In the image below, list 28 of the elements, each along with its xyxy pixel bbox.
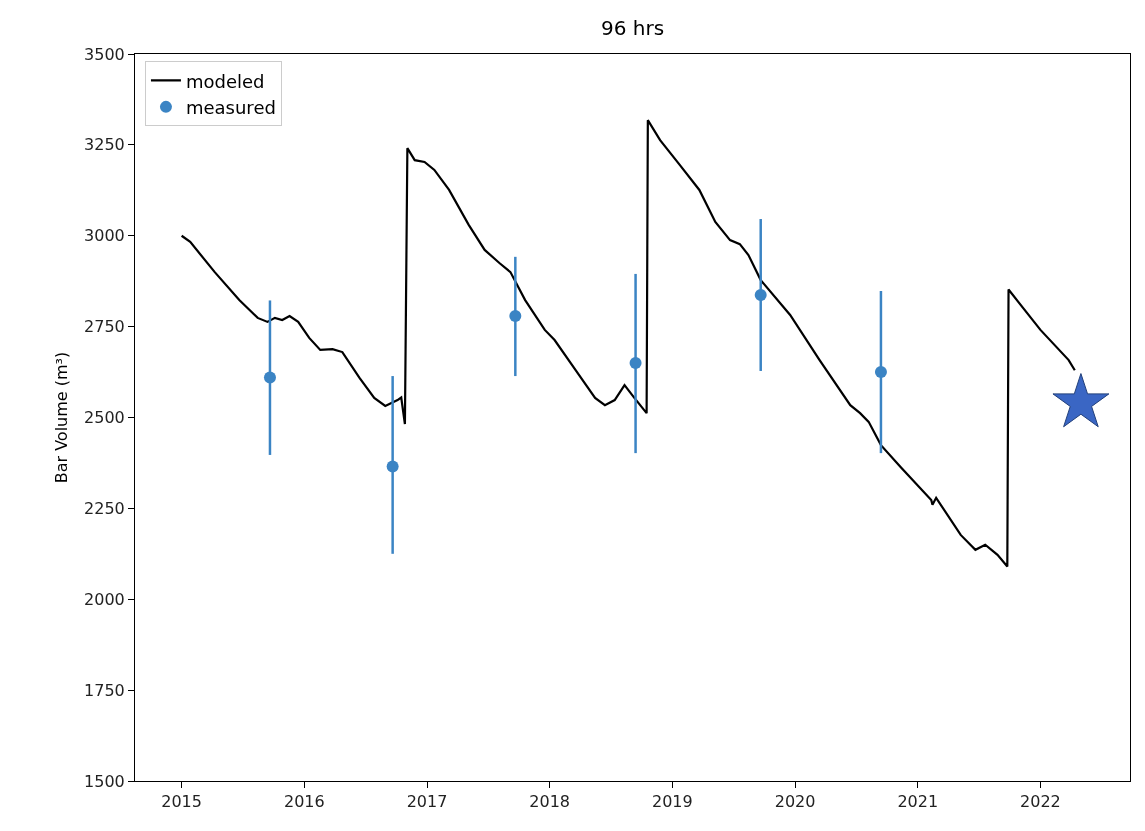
line-series xyxy=(180,119,1076,568)
legend-label: modeled xyxy=(185,70,265,92)
x-tick-label: 2022 xyxy=(1020,792,1061,812)
point xyxy=(263,371,276,384)
y-tick-label: 3000 xyxy=(84,226,125,246)
chart-title: 96 hrs xyxy=(600,16,665,40)
x-tick-label: 2016 xyxy=(283,792,325,812)
y-tick-label: 1500 xyxy=(84,771,125,791)
point xyxy=(386,460,399,473)
y-tick-label: 2000 xyxy=(84,589,125,609)
x-tick-label: 2021 xyxy=(897,792,939,812)
y-tick-label: 2750 xyxy=(84,317,125,337)
y-axis-title: Bar Volume (m³) xyxy=(51,351,71,484)
x-tick-label: 2020 xyxy=(774,792,816,812)
x-tick-label: 2015 xyxy=(161,792,202,812)
y-tick-label: 3500 xyxy=(84,44,125,64)
y-tick-label: 2500 xyxy=(84,408,125,428)
x-tick-label: 2019 xyxy=(652,792,693,812)
x-tick-label: 2018 xyxy=(529,792,571,812)
x-tick-label: 2017 xyxy=(406,792,448,812)
y-tick-label: 1750 xyxy=(84,680,125,700)
legend-label: measured xyxy=(185,96,276,118)
y-tick-label: 3250 xyxy=(84,135,125,155)
point xyxy=(509,310,522,323)
y-tick-label: 2250 xyxy=(84,498,125,518)
point xyxy=(629,356,642,369)
point xyxy=(754,289,767,301)
point xyxy=(874,366,887,379)
